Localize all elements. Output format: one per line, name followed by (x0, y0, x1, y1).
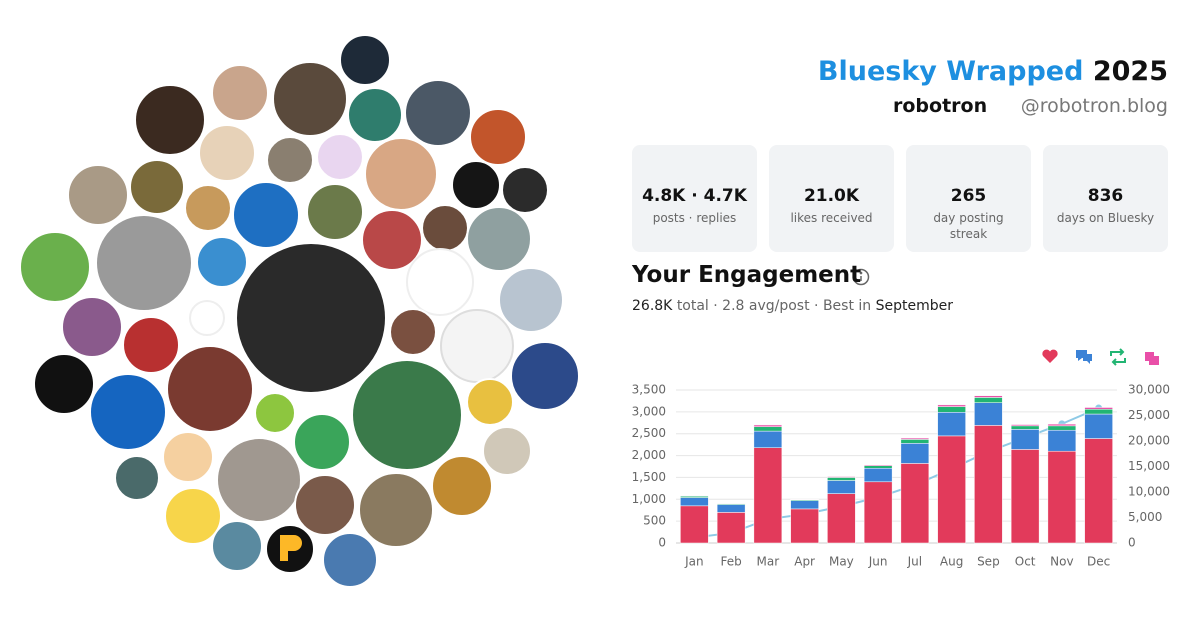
stat-label: posts · replies (652, 211, 737, 225)
x-tick-label: Apr (794, 555, 815, 569)
bar-segment (1010, 449, 1040, 544)
x-tick-label: Dec (1087, 555, 1110, 569)
tick-label: 5,000 (1128, 510, 1162, 524)
legend-icon (1145, 352, 1159, 365)
bar-segment (937, 412, 966, 437)
bar-segment (863, 481, 893, 544)
bar-segment (827, 493, 856, 544)
bar-segment (1047, 423, 1077, 427)
bar-segment (1047, 425, 1077, 431)
legend-icon (1076, 350, 1092, 364)
x-tick-label: Feb (721, 555, 742, 569)
bar-segment (1010, 429, 1040, 450)
stat-card: 4.8K · 4.7K posts · replies (632, 145, 757, 252)
bar-segment (974, 402, 1003, 426)
bar-segment (1084, 407, 1113, 410)
bar-segment (680, 505, 709, 544)
bar-segment (827, 480, 856, 494)
section-heading: Your Engagement (632, 262, 862, 288)
summary-text: total · 2.8 avg/post · Best in (676, 298, 872, 314)
summary-best: September (875, 298, 954, 314)
x-tick-label: Aug (940, 555, 963, 569)
bar-segment (753, 426, 783, 432)
user-handle: @robotron.blog (1020, 95, 1168, 117)
bar-segment (1047, 429, 1077, 452)
stat-card: 836 days on Bluesky (1043, 145, 1168, 252)
avatar-cluster (19, 34, 580, 588)
x-tick-label: Jul (907, 555, 922, 569)
bar-segment (1010, 425, 1040, 430)
tick-label: 20,000 (1128, 434, 1170, 448)
tick-label: 3,500 (632, 383, 666, 397)
bar-segment (790, 508, 819, 544)
tick-label: 0 (658, 536, 666, 550)
stat-value: 21.0K (803, 186, 860, 206)
stat-label: day posting streak (933, 211, 1004, 241)
stat-label: likes received (790, 211, 873, 225)
bar-segment (1010, 424, 1040, 427)
title-text: Bluesky Wrapped (817, 56, 1084, 87)
bar-segment (863, 465, 893, 469)
bar-segment (680, 497, 709, 507)
bar-segment (937, 406, 966, 413)
bar-segment (863, 464, 893, 466)
bar-segment (900, 439, 930, 444)
x-tick-label: Nov (1050, 555, 1073, 569)
user-name: robotron (893, 95, 988, 117)
summary: 26.8K total · 2.8 avg/post · Best in Sep… (632, 298, 953, 314)
summary-total: 26.8K (632, 298, 673, 314)
bar-segment (790, 500, 819, 510)
title: Bluesky Wrapped 2025 (818, 56, 1168, 87)
tick-label: 500 (643, 514, 666, 528)
bar-segment (753, 447, 783, 544)
stat-value: 265 (950, 186, 987, 206)
bar-segment (900, 437, 930, 440)
info-icon[interactable] (852, 268, 870, 286)
bar-segment (974, 397, 1003, 403)
bar-segment (1084, 408, 1113, 415)
tick-label: 1,000 (632, 492, 666, 506)
bar-segment (937, 404, 966, 407)
bar-segment (827, 477, 856, 481)
bar-segment (753, 424, 783, 427)
legend-icon (1110, 348, 1126, 366)
legend-icon (1042, 349, 1058, 363)
x-tick-label: Jun (868, 555, 888, 569)
bar-segment (1084, 438, 1113, 544)
bar-segment (863, 467, 893, 483)
x-tick-label: May (829, 555, 854, 569)
stat-value: 4.8K · 4.7K (642, 186, 747, 206)
tick-label: 2,000 (632, 448, 666, 462)
x-tick-label: Oct (1015, 555, 1036, 569)
tick-label: 2,500 (632, 426, 666, 440)
stat-card: 265 day posting streak (906, 145, 1031, 252)
tick-label: 1,500 (632, 470, 666, 484)
tick-label: 30,000 (1128, 383, 1170, 397)
bar-segment (716, 504, 746, 513)
bar-segment (900, 443, 930, 464)
bar-segment (753, 430, 783, 448)
bar-segment (974, 425, 1003, 544)
bar-segment (937, 435, 966, 544)
year: 2025 (1092, 56, 1168, 87)
stat-label: days on Bluesky (1056, 211, 1155, 225)
x-tick-label: Jan (684, 555, 704, 569)
bar-segment (974, 395, 1003, 398)
tick-label: 25,000 (1128, 408, 1170, 422)
tick-label: 3,000 (632, 404, 666, 418)
x-tick-label: Mar (757, 555, 780, 569)
tick-label: 0 (1128, 536, 1136, 550)
bar-segment (900, 463, 930, 544)
stat-value: 836 (1087, 186, 1124, 206)
bar-segment (716, 512, 746, 544)
tick-label: 15,000 (1128, 459, 1170, 473)
bar-segment (827, 476, 856, 478)
tick-label: 10,000 (1128, 485, 1170, 499)
bar-segment (1084, 413, 1113, 439)
stat-card: 21.0K likes received (769, 145, 894, 252)
x-tick-label: Sep (977, 555, 1000, 569)
bar-segment (1047, 450, 1077, 544)
